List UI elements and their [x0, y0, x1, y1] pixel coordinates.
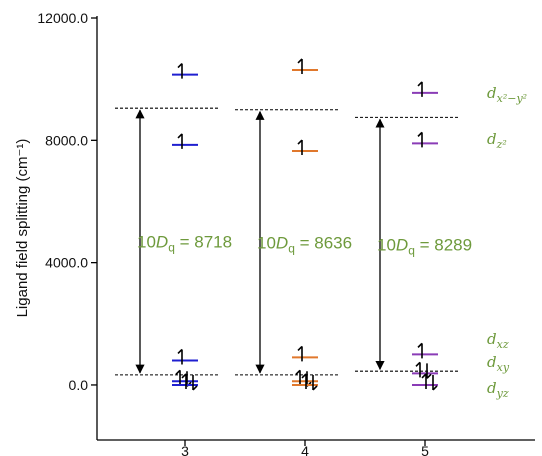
electron-spin-up [417, 342, 423, 359]
orbital-letter: d [487, 353, 497, 371]
orbital-label: dz² [487, 130, 507, 151]
orbital-letter: d [487, 84, 497, 102]
electron-spin-up [175, 369, 181, 386]
splitting-label-prefix: 10 [377, 235, 396, 254]
electron-spin-up [415, 361, 421, 378]
chart-marks: 10Dq = 8718 10Dq = 8636 10Dq = 8289dx²−y²d… [115, 58, 527, 400]
splitting-label: 10Dq = 8718 [137, 233, 232, 255]
splitting-label-sub: q [288, 241, 295, 255]
electron-spin-up [177, 133, 183, 149]
electron-spin-up [417, 81, 423, 97]
x-tick-label: 4 [301, 443, 309, 456]
splitting-label-d: D [396, 235, 408, 254]
y-tick-label: 4000.0 [45, 255, 88, 271]
splitting-label-d: D [156, 233, 168, 252]
electron-spin-up [297, 139, 303, 156]
electron-spin-down [192, 374, 198, 391]
splitting-label-d: D [276, 233, 288, 252]
splitting-label-value: = 8718 [175, 233, 232, 252]
orbital-label: dxy [487, 353, 510, 374]
electron-spin-up [417, 131, 423, 148]
splitting-label-sub: q [408, 243, 415, 257]
splitting-label: 10Dq = 8636 [257, 233, 352, 255]
y-axis-title: Ligand field splitting (cm⁻¹) [14, 139, 31, 318]
y-tick-label: 0.0 [69, 377, 89, 393]
splitting-label: 10Dq = 8289 [377, 235, 472, 257]
splitting-label-value: = 8289 [415, 235, 472, 254]
orbital-subscript: z² [496, 138, 507, 151]
orbital-subscript: xy [497, 361, 510, 374]
electron-spin-up [297, 345, 303, 362]
orbital-letter: d [487, 330, 497, 348]
orbital-letter: d [487, 130, 497, 148]
orbital-label: dyz [487, 379, 509, 400]
orbital-subscript: x²−y² [497, 92, 527, 105]
axes: 0.0 4000.0 8000.0 12000.0 3 4 5 [37, 10, 535, 456]
electron-spin-up [297, 58, 303, 74]
y-tick-label: 12000.0 [37, 10, 88, 26]
y-tick-label: 8000.0 [45, 132, 88, 148]
x-tick-label: 5 [421, 443, 429, 456]
splitting-label-value: = 8636 [295, 233, 352, 252]
orbital-letter: d [487, 379, 497, 397]
splitting-label-sub: q [168, 241, 175, 255]
electron-spin-up [295, 369, 301, 386]
electron-spin-down [312, 374, 318, 391]
electron-spin-down [432, 374, 438, 391]
orbital-subscript: xz [497, 338, 509, 351]
x-tick-label: 3 [181, 443, 189, 456]
orbital-label: dx²−y² [487, 84, 527, 105]
electron-spin-up [177, 348, 183, 365]
orbital-label: dxz [487, 330, 509, 351]
electron-spin-up [421, 373, 427, 389]
splitting-label-prefix: 10 [137, 233, 156, 252]
orbital-subscript: yz [496, 387, 509, 400]
electron-spin-up [177, 63, 183, 79]
splitting-label-prefix: 10 [257, 233, 276, 252]
